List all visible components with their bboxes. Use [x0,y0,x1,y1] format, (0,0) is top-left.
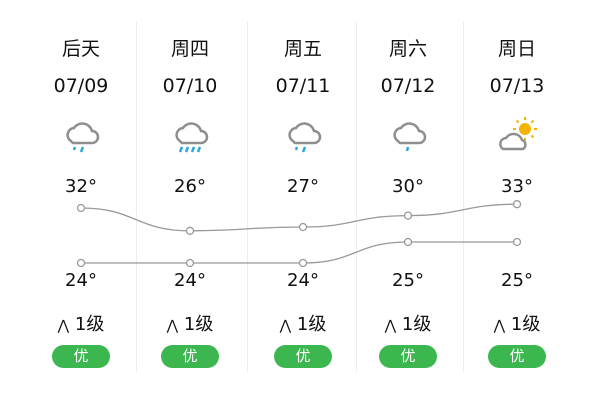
low-temp-line [81,241,517,264]
wind: ⋀ 1级 [135,310,245,336]
day-name: 周日 [497,38,536,60]
high-temp-point [512,200,522,209]
wind-direction-icon: ⋀ [279,318,292,334]
low-temp-point [298,258,308,268]
divider [462,22,464,372]
forecast-day: 后天 07/09 32° 24° ⋀ 1级 优 [26,20,136,375]
aqi-badge: 优 [274,345,332,368]
date: 07/13 [489,75,545,97]
wind: ⋀ 1级 [462,310,572,336]
light-rain-icon [283,115,323,155]
light-rain-icon [61,115,101,155]
low-temp: 24° [287,270,319,291]
wind: ⋀ 1级 [248,310,358,336]
low-temp: 25° [501,270,533,291]
wind-level: 1级 [183,314,214,335]
wind: ⋀ 1级 [26,310,136,336]
day-name: 后天 [61,38,100,60]
forecast-day: 周四 07/10 26° 24° ⋀ 1级 优 [135,20,245,375]
date: 07/10 [162,75,218,97]
low-temp: 24° [174,270,206,291]
date: 07/12 [380,75,436,97]
high-temp: 27° [287,176,319,197]
divider [246,22,248,372]
partly-cloudy-icon [497,115,537,155]
wind-direction-icon: ⋀ [493,318,506,334]
divider [355,22,357,372]
low-temp: 24° [65,270,97,291]
date: 07/09 [53,75,109,97]
high-temp: 30° [392,176,424,197]
forecast-day: 周五 07/11 27° 24° ⋀ 1级 优 [248,20,358,375]
divider [135,22,137,372]
high-temp: 32° [65,176,97,197]
low-temp-point [403,237,413,247]
wind-level: 1级 [401,314,432,335]
high-temp: 33° [501,176,533,197]
day-name: 周五 [283,38,322,60]
moderate-rain-icon [170,115,210,155]
aqi-badge: 优 [161,345,219,368]
low-temp-point [76,258,86,268]
date: 07/11 [275,75,331,97]
day-name: 周六 [388,38,427,60]
aqi-badge: 优 [379,345,437,368]
high-temp-point [185,226,195,235]
high-temp-point [403,211,413,220]
low-temp-point [185,258,195,268]
high-temp: 26° [174,176,206,197]
aqi-badge: 优 [52,345,110,368]
day-name: 周四 [170,38,209,60]
high-temp-point [76,203,86,213]
wind-level: 1级 [510,314,541,335]
low-temp-point [512,237,522,247]
low-temp: 25° [392,270,424,291]
wind-direction-icon: ⋀ [384,318,397,334]
wind: ⋀ 1级 [353,310,463,336]
forecast-day: 周日 07/13 33° 25° ⋀ 1级 优 [462,20,572,375]
forecast-day: 周六 07/12 30° 25° ⋀ 1级 优 [353,20,463,375]
wind-direction-icon: ⋀ [166,318,179,334]
aqi-badge: 优 [488,345,546,368]
wind-direction-icon: ⋀ [57,318,70,334]
high-temp-point [298,222,308,232]
drizzle-icon [388,115,428,155]
wind-level: 1级 [74,314,105,335]
wind-level: 1级 [296,314,327,335]
